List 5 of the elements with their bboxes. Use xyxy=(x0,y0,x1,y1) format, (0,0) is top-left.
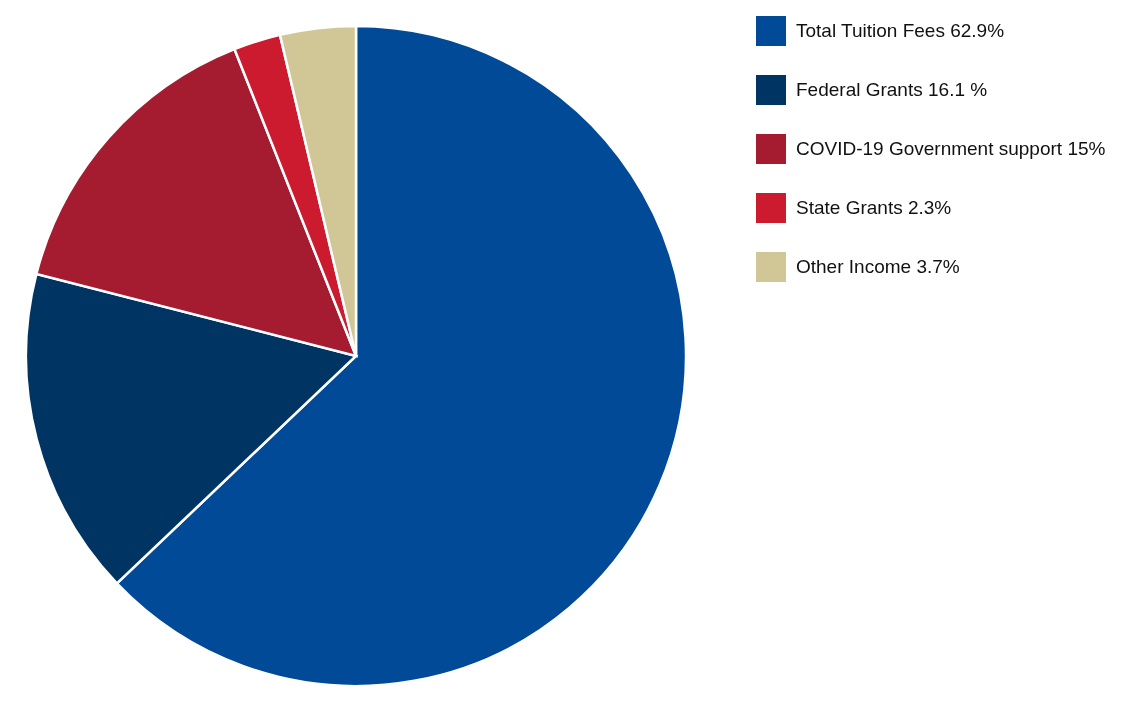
legend-label: State Grants 2.3% xyxy=(796,197,952,218)
legend-label: Other Income 3.7% xyxy=(796,256,960,277)
legend-label: Federal Grants 16.1 % xyxy=(796,79,988,100)
legend-label: Total Tuition Fees 62.9% xyxy=(796,20,1005,41)
legend-label: COVID-19 Government support 15% xyxy=(796,138,1106,159)
